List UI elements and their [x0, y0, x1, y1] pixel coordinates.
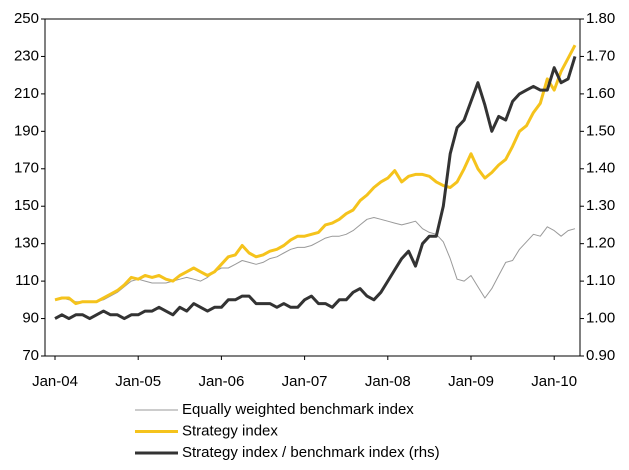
series-line [54, 55, 577, 321]
legend-label: Equally weighted benchmark index [182, 401, 414, 418]
y2-tick-label: 1.00 [586, 310, 615, 327]
y-tick-label: 70 [22, 347, 39, 364]
y-tick-label: 90 [22, 310, 39, 327]
x-tick-label: Jan-05 [115, 373, 161, 390]
y-tick-label: 110 [15, 272, 39, 289]
y2-tick-label: 0.90 [586, 347, 615, 364]
y2-tick-label: 1.50 [586, 122, 615, 139]
y2-tick-label: 1.40 [586, 160, 615, 177]
y-tick-label: 190 [14, 122, 39, 139]
y-tick-label: 170 [14, 160, 39, 177]
y2-tick-label: 1.60 [586, 85, 615, 102]
x-tick-label: Jan-08 [365, 373, 411, 390]
legend-label: Strategy index / benchmark index (rhs) [182, 444, 440, 461]
y2-tick-label: 1.20 [586, 235, 615, 252]
x-tick-label: Jan-10 [531, 373, 577, 390]
x-tick-label: Jan-09 [448, 373, 494, 390]
x-tick-label: Jan-06 [198, 373, 244, 390]
y-tick-label: 250 [14, 10, 39, 27]
y-tick-label: 130 [14, 235, 39, 252]
y2-tick-label: 1.30 [586, 197, 615, 214]
series-line [54, 217, 576, 303]
y2-tick-label: 1.70 [586, 47, 615, 64]
x-tick-label: Jan-04 [32, 373, 78, 390]
y2-tick-label: 1.10 [586, 272, 615, 289]
y-tick-label: 150 [14, 197, 39, 214]
y2-tick-label: 1.80 [586, 10, 615, 27]
y-tick-label: 230 [14, 47, 39, 64]
legend-label: Strategy index [182, 422, 278, 439]
y-tick-label: 210 [14, 85, 39, 102]
x-tick-label: Jan-07 [282, 373, 328, 390]
plot-frame [44, 18, 581, 357]
series-line [54, 44, 577, 306]
